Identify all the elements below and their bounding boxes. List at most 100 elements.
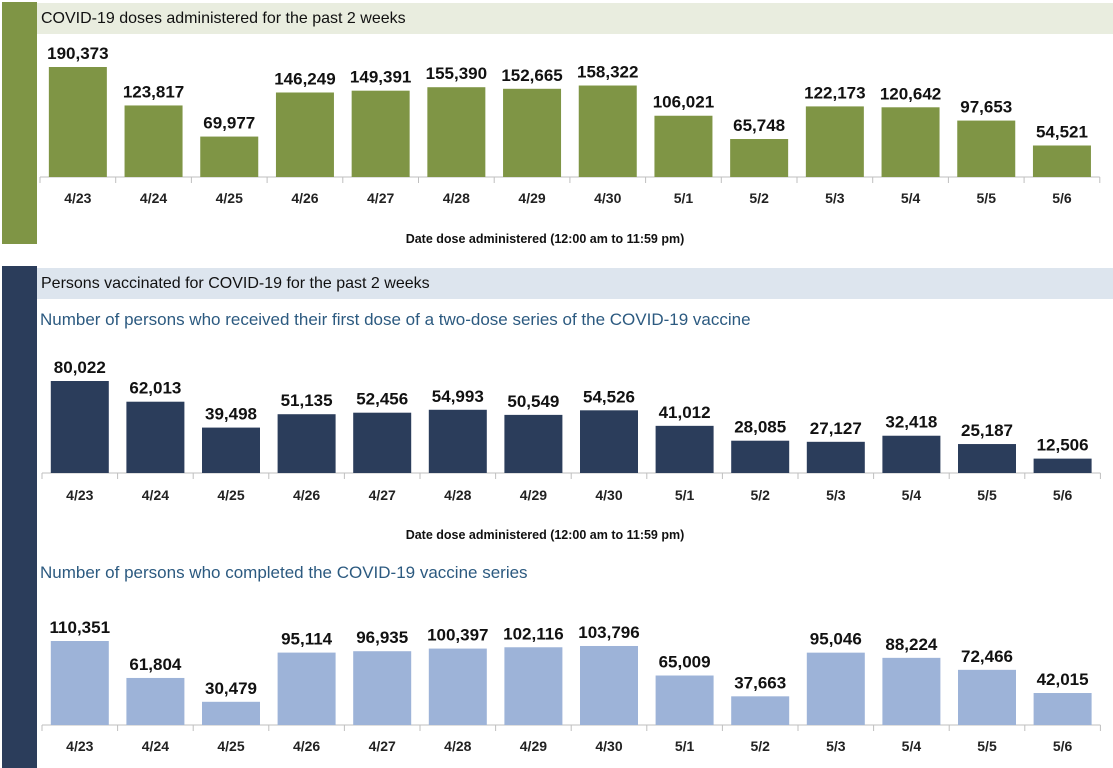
first-dose-chart-title: Number of persons who received their fir…: [40, 310, 751, 329]
completed-tick-label: 4/29: [520, 738, 547, 754]
completed-tick-label: 4/30: [595, 738, 622, 754]
completed-bar: [882, 657, 941, 725]
doses-tick-label: 5/5: [977, 190, 997, 206]
doses-tick-label: 4/23: [64, 190, 91, 206]
first-dose-bar: [202, 427, 260, 473]
doses-value-label: 69,977: [203, 114, 255, 133]
first-dose-value-label: 41,012: [659, 403, 711, 422]
completed-tick-label: 4/27: [369, 738, 396, 754]
completed-value-label: 96,935: [356, 628, 408, 647]
completed-series-bar-chart: 110,351 4/23 61,804 4/24 30,479 4/25 95,114 4/2…: [41, 618, 1101, 754]
first-dose-value-label: 50,549: [507, 392, 559, 411]
first-dose-tick-label: 5/2: [750, 487, 770, 503]
doses-value-label: 158,322: [577, 63, 638, 82]
doses-section-header: COVID-19 doses administered for the past…: [37, 3, 1113, 34]
doses-tick-label: 5/4: [901, 190, 921, 206]
completed-bar: [580, 645, 638, 725]
first-dose-tick-label: 4/24: [142, 487, 169, 503]
doses-value-label: 155,390: [426, 64, 487, 83]
doses-tick-label: 4/27: [367, 190, 394, 206]
doses-bar: [124, 105, 183, 177]
completed-tick-label: 5/5: [977, 738, 997, 754]
first-dose-value-label: 62,013: [129, 379, 181, 398]
doses-bar: [654, 115, 713, 177]
doses-tick-label: 4/28: [443, 190, 470, 206]
first-dose-bar: [731, 440, 790, 473]
first-dose-value-label: 28,085: [734, 418, 786, 437]
first-dose-tick-label: 4/28: [444, 487, 471, 503]
doses-x-axis-title: Date dose administered (12:00 am to 11:5…: [406, 232, 685, 246]
first-dose-x-axis-title: Date dose administered (12:00 am to 11:5…: [406, 528, 685, 542]
completed-bar: [806, 652, 865, 725]
persons-section-accent: [2, 266, 37, 768]
first-dose-bar-chart: 80,022 4/23 62,013 4/24 39,498 4/25 51,135 4/26…: [41, 358, 1101, 542]
first-dose-value-label: 32,418: [885, 413, 937, 432]
first-dose-value-label: 27,127: [810, 419, 862, 438]
first-dose-bar: [126, 401, 185, 473]
completed-tick-label: 5/3: [826, 738, 846, 754]
doses-tick-label: 4/30: [594, 190, 621, 206]
first-dose-tick-label: 5/4: [902, 487, 922, 503]
first-dose-tick-label: 5/5: [977, 487, 997, 503]
first-dose-value-label: 52,456: [356, 390, 408, 409]
doses-tick-label: 4/29: [518, 190, 545, 206]
doses-tick-label: 4/24: [140, 190, 167, 206]
completed-tick-label: 5/6: [1053, 738, 1073, 754]
first-dose-bar: [882, 435, 941, 473]
first-dose-tick-label: 4/27: [369, 487, 396, 503]
completed-bar: [731, 696, 790, 725]
doses-section-accent: [2, 2, 37, 244]
doses-tick-label: 5/2: [749, 190, 769, 206]
completed-value-label: 61,804: [129, 655, 182, 674]
doses-value-label: 122,173: [804, 83, 865, 102]
doses-bar: [351, 90, 410, 177]
first-dose-bar: [655, 425, 714, 473]
first-dose-tick-label: 5/6: [1053, 487, 1073, 503]
doses-value-label: 149,391: [350, 68, 411, 87]
completed-tick-label: 4/25: [217, 738, 244, 754]
doses-bar: [1032, 145, 1091, 177]
first-dose-bar: [1033, 458, 1092, 473]
first-dose-bar: [580, 410, 638, 473]
completed-value-label: 72,466: [961, 647, 1013, 666]
doses-value-label: 106,021: [653, 93, 714, 112]
first-dose-tick-label: 4/29: [520, 487, 547, 503]
doses-bar: [881, 107, 940, 177]
completed-bar: [277, 652, 336, 725]
doses-bar: [805, 106, 864, 177]
completed-value-label: 103,796: [578, 623, 639, 642]
first-dose-tick-label: 4/26: [293, 487, 320, 503]
doses-value-label: 190,373: [47, 44, 108, 63]
first-dose-value-label: 54,993: [432, 387, 484, 406]
first-dose-bar: [50, 381, 109, 473]
doses-value-label: 123,817: [123, 82, 184, 101]
doses-value-label: 65,748: [733, 116, 785, 135]
doses-value-label: 54,521: [1036, 122, 1088, 141]
doses-tick-label: 5/1: [674, 190, 694, 206]
doses-bar: [48, 67, 107, 177]
first-dose-tick-label: 4/25: [217, 487, 244, 503]
doses-tick-label: 5/3: [825, 190, 845, 206]
completed-bar: [428, 648, 487, 725]
first-dose-bar: [504, 414, 563, 473]
completed-tick-label: 4/24: [142, 738, 169, 754]
completed-tick-label: 4/23: [66, 738, 93, 754]
completed-bar: [655, 675, 714, 725]
first-dose-value-label: 51,135: [281, 391, 333, 410]
completed-value-label: 42,015: [1037, 670, 1089, 689]
completed-bar: [50, 641, 109, 725]
first-dose-bar: [428, 409, 487, 473]
completed-bar: [958, 669, 1016, 725]
completed-bar: [1033, 693, 1092, 725]
first-dose-bar: [806, 441, 865, 473]
first-dose-tick-label: 5/1: [675, 487, 695, 503]
doses-bar: [427, 87, 486, 177]
completed-value-label: 100,397: [427, 626, 488, 645]
first-dose-bar: [277, 414, 336, 473]
completed-value-label: 65,009: [659, 653, 711, 672]
first-dose-tick-label: 4/30: [595, 487, 622, 503]
persons-section-header: Persons vaccinated for COVID-19 for the …: [37, 268, 1113, 299]
first-dose-value-label: 25,187: [961, 421, 1013, 440]
doses-tick-label: 5/6: [1052, 190, 1072, 206]
doses-value-label: 146,249: [274, 69, 335, 88]
